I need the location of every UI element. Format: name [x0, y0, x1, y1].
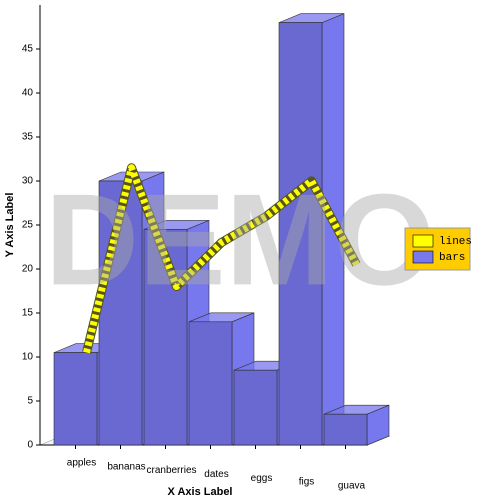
y-tick-label: 35: [22, 132, 34, 143]
bar-front: [53, 352, 98, 446]
legend-label: bars: [439, 252, 465, 264]
watermark: DEMO: [45, 166, 435, 312]
line: [83, 164, 360, 354]
y-tick-label: 15: [22, 308, 34, 319]
bar: [188, 312, 255, 446]
y-tick-label: 10: [22, 352, 34, 363]
y-tick-label: 5: [27, 396, 33, 407]
y-tick-label: 25: [22, 220, 34, 231]
y-axis-title: Y Axis Label: [4, 193, 16, 258]
legend-swatch: [412, 234, 434, 248]
y-tick-label: 30: [22, 176, 34, 187]
x-tick-label: apples: [67, 458, 96, 469]
x-tick-label: cranberries: [146, 465, 196, 476]
bar-front: [233, 369, 278, 446]
bar-front: [278, 22, 323, 446]
legend-label: lines: [439, 236, 472, 248]
x-tick-label: bananas: [107, 461, 145, 472]
line-series: [82, 163, 361, 354]
bar-front: [188, 321, 233, 446]
x-tick-label: dates: [204, 469, 228, 480]
bar: [323, 404, 390, 446]
y-tick-label: 0: [27, 440, 33, 451]
y-tick-label: 40: [22, 88, 34, 99]
y-tick-label: 20: [22, 264, 34, 275]
y-tick-label: 45: [22, 44, 34, 55]
x-axis-title: X Axis Label: [167, 486, 232, 498]
x-tick-label: guava: [338, 480, 366, 491]
legend-swatch: [412, 250, 434, 264]
x-tick-label: figs: [299, 477, 315, 488]
bar-front: [323, 413, 368, 446]
x-tick-label: eggs: [251, 473, 273, 484]
